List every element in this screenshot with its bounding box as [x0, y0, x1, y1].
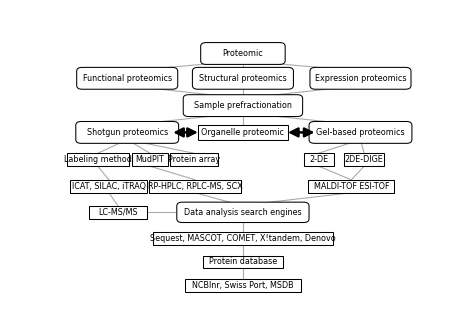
Text: Expression proteomics: Expression proteomics — [315, 74, 406, 83]
FancyBboxPatch shape — [308, 180, 394, 193]
FancyBboxPatch shape — [66, 153, 129, 166]
Text: LC-MS/MS: LC-MS/MS — [98, 208, 138, 217]
Text: Proteomic: Proteomic — [223, 49, 263, 58]
Text: Protein array: Protein array — [168, 155, 220, 164]
Text: ICAT, SILAC, iTRAQ: ICAT, SILAC, iTRAQ — [72, 182, 146, 191]
FancyBboxPatch shape — [309, 122, 412, 143]
FancyBboxPatch shape — [149, 180, 241, 193]
FancyBboxPatch shape — [89, 206, 147, 219]
Text: Organelle proteomic: Organelle proteomic — [201, 128, 284, 137]
Text: Protein database: Protein database — [209, 258, 277, 267]
Text: Sample prefractionation: Sample prefractionation — [194, 101, 292, 110]
FancyBboxPatch shape — [344, 153, 384, 166]
FancyBboxPatch shape — [185, 279, 301, 292]
Text: 2DE-DIGE: 2DE-DIGE — [345, 155, 383, 164]
FancyBboxPatch shape — [192, 67, 293, 89]
Text: Functional proteomics: Functional proteomics — [82, 74, 172, 83]
Text: Gel-based proteomics: Gel-based proteomics — [316, 128, 405, 137]
Text: 2-DE: 2-DE — [309, 155, 328, 164]
FancyBboxPatch shape — [201, 42, 285, 64]
FancyBboxPatch shape — [70, 180, 147, 193]
FancyBboxPatch shape — [153, 232, 333, 245]
FancyBboxPatch shape — [310, 67, 411, 89]
Text: Sequest, MASCOT, COMET, X!tandem, Denovo: Sequest, MASCOT, COMET, X!tandem, Denovo — [150, 234, 336, 243]
FancyBboxPatch shape — [77, 67, 178, 89]
FancyBboxPatch shape — [132, 153, 168, 166]
FancyBboxPatch shape — [177, 202, 309, 222]
FancyBboxPatch shape — [183, 95, 302, 117]
FancyBboxPatch shape — [198, 125, 288, 140]
FancyBboxPatch shape — [202, 256, 283, 269]
Text: RP-HPLC, RPLC-MS, SCX: RP-HPLC, RPLC-MS, SCX — [148, 182, 243, 191]
Text: MudPIT: MudPIT — [136, 155, 164, 164]
Text: Data analysis search engines: Data analysis search engines — [184, 208, 302, 217]
Text: NCBInr, Swiss Port, MSDB: NCBInr, Swiss Port, MSDB — [192, 281, 294, 290]
Text: MALDI-TOF ESI-TOF: MALDI-TOF ESI-TOF — [313, 182, 389, 191]
FancyBboxPatch shape — [76, 122, 179, 143]
Text: Structural proteomics: Structural proteomics — [199, 74, 287, 83]
FancyBboxPatch shape — [303, 153, 334, 166]
Text: Shotgun proteomics: Shotgun proteomics — [87, 128, 168, 137]
FancyBboxPatch shape — [170, 153, 218, 166]
Text: Labeling method: Labeling method — [64, 155, 132, 164]
